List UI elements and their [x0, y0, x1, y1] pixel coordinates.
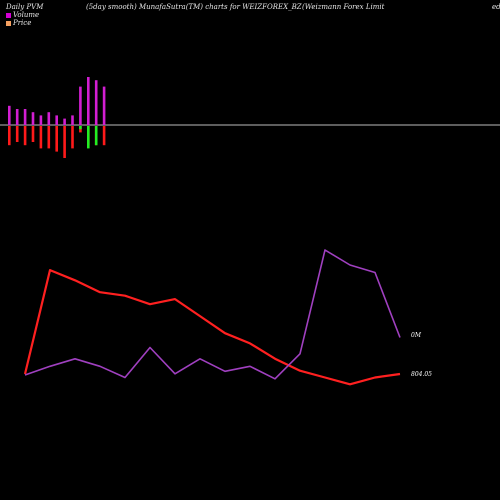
pvm-bar-negative-last-11: [94, 126, 98, 146]
pvm-bar-positive-2: [23, 109, 27, 125]
pvm-bar-positive-1: [15, 109, 19, 125]
pvm-bar-negative-12: [102, 126, 106, 146]
legend-price-label: Price: [13, 19, 32, 27]
pvm-bar-negative-7: [63, 126, 66, 158]
pvm-bar-negative-3: [31, 126, 35, 142]
pvm-bar-positive-11: [94, 80, 98, 125]
pvm-bar-positive-10: [87, 77, 90, 125]
pvm-bar-positive-12: [102, 86, 106, 125]
pvm-bar-negative-0: [8, 126, 11, 146]
legend-price: Price: [6, 19, 31, 27]
pvm-bar-negative-last-10: [87, 126, 90, 149]
pvm-bar-negative-2: [23, 126, 27, 146]
legend-price-swatch: [6, 20, 11, 26]
volume-line: [24, 249, 401, 380]
legend-volume-swatch: [6, 12, 11, 18]
pvm-bar-positive-6: [55, 115, 58, 125]
pvm-bar-negative-4: [39, 126, 43, 149]
pvm-bar-negative-last-9: [79, 126, 82, 130]
pvm-bar-positive-7: [63, 118, 66, 125]
pvm-bar-positive-5: [47, 112, 51, 125]
pvm-bar-positive-8: [71, 115, 74, 125]
legend-volume: Volume: [6, 11, 39, 19]
pvm-bar-negative-5: [47, 126, 51, 149]
chart-title: Daily PVM: [6, 3, 44, 11]
legend-volume-label: Volume: [13, 11, 40, 19]
price-line: [23, 269, 401, 386]
pvm-bar-positive-3: [31, 112, 35, 125]
pvm-bar-negative-1: [15, 126, 19, 142]
price-end-label: 804.05: [411, 371, 432, 378]
company-name-tail: ed: [492, 3, 500, 11]
chart-subtitle: (5day smooth) MunafaSutra(TM) charts for…: [86, 3, 302, 11]
pvm-bar-positive-0: [8, 105, 11, 125]
pvm-bar-positive-4: [39, 115, 43, 125]
company-name: (Weizmann Forex Limit: [302, 3, 385, 11]
pvm-bar-negative-8: [71, 126, 74, 149]
pvm-bar-positive-9: [79, 86, 82, 125]
pvm-bar-negative-6: [55, 126, 58, 152]
volume-end-label: 0M: [411, 332, 422, 339]
